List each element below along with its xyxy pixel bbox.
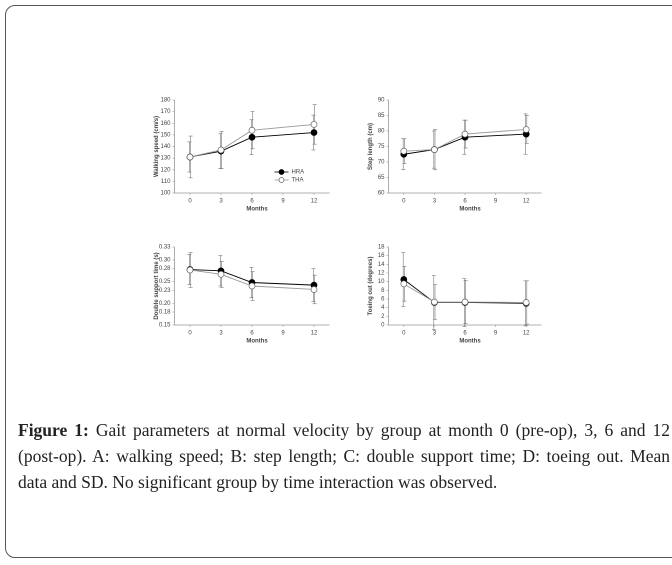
series-line (403, 283, 527, 303)
series-line (403, 129, 527, 152)
y-tick-label: 120 (160, 167, 171, 173)
y-tick-label: 70 (378, 160, 385, 166)
x-tick-label: 3 (219, 199, 223, 205)
y-axis-label: Toeing out (degrees) (368, 257, 374, 316)
y-tick-label: 170 (160, 109, 171, 115)
y-tick-label: 0.15 (159, 323, 171, 329)
x-tick-label: 9 (281, 331, 285, 337)
y-tick-label: 100 (160, 191, 171, 197)
x-tick-label: 0 (188, 331, 192, 337)
y-tick-label: 75 (378, 144, 385, 150)
series-line (189, 269, 315, 286)
x-tick-label: 0 (188, 199, 192, 205)
y-axis-label: Double support time (s) (154, 252, 160, 319)
y-tick-label: 0.25 (159, 279, 171, 285)
y-axis-label: Step length (cm) (368, 123, 374, 170)
figure-frame (5, 5, 672, 558)
y-tick-label: 180 (160, 98, 171, 104)
x-tick-label: 3 (433, 331, 437, 337)
legend-label: HRA (292, 170, 305, 176)
x-tick-label: 6 (463, 331, 467, 337)
y-tick-label: 18 (378, 245, 385, 251)
x-axis-label: Months (246, 339, 268, 345)
data-point (310, 129, 318, 136)
y-tick-label: 16 (378, 253, 385, 259)
x-tick-label: 9 (494, 199, 498, 205)
x-axis-label: Months (246, 207, 268, 213)
y-tick-label: 160 (160, 121, 171, 127)
x-tick-label: 12 (523, 331, 530, 337)
y-tick-label: 140 (160, 144, 171, 150)
data-point (310, 121, 318, 128)
x-tick-label: 0 (402, 331, 406, 337)
y-tick-label: 60 (378, 191, 385, 197)
caption-text: Gait parameters at normal velocity by gr… (18, 420, 670, 492)
x-tick-label: 6 (463, 199, 467, 205)
y-tick-label: 10 (378, 279, 385, 285)
y-tick-label: 8 (381, 288, 385, 294)
y-tick-label: 150 (160, 132, 171, 138)
series-line (189, 269, 315, 290)
caption: Figure 1: Gait parameters at normal velo… (18, 417, 670, 495)
y-tick-label: 14 (378, 262, 385, 268)
data-point (522, 299, 530, 306)
y-tick-label: 65 (378, 175, 385, 181)
legend-marker (278, 169, 285, 175)
x-tick-label: 6 (250, 199, 254, 205)
x-tick-label: 6 (250, 331, 254, 337)
y-axis-label: Walking speed (cm/s) (154, 116, 160, 177)
data-point (461, 298, 469, 306)
legend-label: THA (292, 178, 304, 184)
x-tick-label: 9 (281, 199, 285, 205)
x-tick-label: 0 (402, 199, 406, 205)
data-point (248, 282, 256, 290)
y-tick-label: 0.28 (159, 266, 171, 272)
y-tick-label: 12 (378, 271, 385, 277)
x-tick-label: 3 (219, 331, 223, 337)
series-line (189, 132, 315, 158)
y-tick-label: 6 (381, 297, 385, 303)
series-line (189, 123, 315, 158)
x-tick-label: 12 (311, 199, 318, 205)
y-tick-label: 80 (378, 129, 385, 135)
data-point (186, 266, 194, 274)
y-tick-label: 0.30 (159, 258, 171, 264)
y-tick-label: 0.33 (159, 245, 171, 251)
x-axis-label: Months (459, 207, 481, 213)
y-tick-label: 0 (381, 323, 385, 329)
y-tick-label: 2 (381, 314, 385, 320)
data-point (310, 286, 318, 293)
data-point (217, 270, 225, 278)
data-point (217, 146, 225, 154)
data-point (400, 147, 408, 155)
y-tick-label: 0.20 (159, 301, 171, 307)
x-tick-label: 12 (523, 199, 530, 205)
data-point (522, 126, 530, 133)
y-tick-label: 4 (381, 305, 385, 311)
x-axis-label: Months (459, 339, 481, 345)
data-point (186, 153, 194, 161)
y-tick-label: 0.23 (159, 288, 171, 294)
caption-label: Figure 1: (18, 420, 89, 440)
series-line (403, 133, 527, 155)
data-point (248, 126, 256, 134)
y-tick-label: 130 (160, 156, 171, 162)
data-point (431, 298, 438, 306)
x-tick-label: 3 (433, 199, 437, 205)
data-point (248, 133, 256, 141)
y-tick-label: 90 (378, 98, 385, 104)
y-tick-label: 110 (161, 179, 171, 185)
data-point (461, 130, 469, 138)
legend-marker (278, 177, 285, 183)
data-point (400, 280, 408, 288)
x-tick-label: 9 (494, 331, 498, 337)
data-point (431, 146, 438, 153)
x-tick-label: 12 (311, 331, 318, 337)
y-tick-label: 85 (378, 113, 385, 119)
y-tick-label: 0.18 (159, 310, 171, 316)
